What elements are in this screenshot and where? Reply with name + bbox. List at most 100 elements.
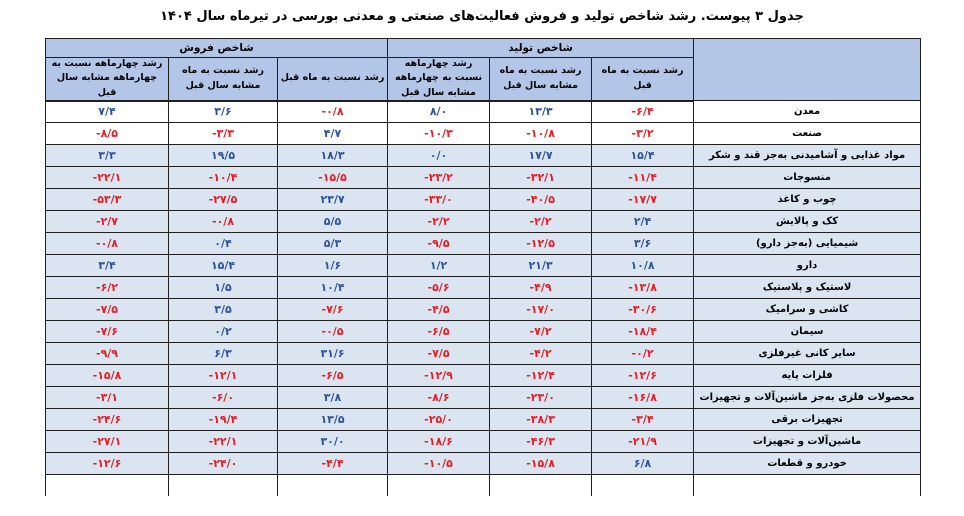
- row-label: معدن: [693, 100, 922, 123]
- value-cell-sales-same-month-last-year: -۲۷/۵: [168, 188, 279, 211]
- value-cell-sales-same-month-last-year: ۳/۶: [168, 100, 279, 123]
- growth-index-table: شاخص تولید شاخص فروش رشد نسبت به ماه قبل…: [44, 38, 922, 496]
- value-cell-sales-prev-month: ۱۳/۵: [277, 408, 389, 431]
- value-cell-production-same-month-last-year: -۱۲/۴: [489, 364, 593, 387]
- value-cell-sales-same-month-last-year: -۱۹/۴: [168, 408, 279, 431]
- value-cell-sales-four-month: -۱۲/۶: [44, 452, 170, 475]
- table-row: کاشی و سرامیک -۳۰/۶ -۱۷/۰ -۴/۵ -۷/۶ ۳/۵ -۷/۵: [44, 298, 922, 321]
- row-label: سایر کانی غیرفلزی: [693, 342, 922, 365]
- value-cell-production-prev-month: -۱۸/۴: [591, 320, 695, 343]
- value-cell-sales-four-month: -۸/۵: [44, 122, 170, 145]
- value-cell-sales-same-month-last-year: ۱۹/۵: [168, 144, 279, 167]
- value-cell-production-same-month-last-year: -۱۵/۸: [489, 452, 593, 475]
- value-cell-sales-four-month: ۳/۴: [44, 254, 170, 277]
- value-cell-production-four-month: -۴/۵: [387, 298, 491, 321]
- value-cell-sales-same-month-last-year: -۶/۰: [168, 386, 279, 409]
- value-cell-sales-same-month-last-year: ۳/۵: [168, 298, 279, 321]
- table-row: صنعت -۳/۲ -۱۰/۸ -۱۰/۳ ۴/۷ -۳/۳ -۸/۵: [44, 122, 922, 145]
- row-label: مواد غذایی و آشامیدنی به‌جز قند و شکر: [693, 144, 922, 167]
- table-row: فلزات پایه -۱۲/۶ -۱۲/۴ -۱۲/۹ -۶/۵ -۱۲/۱ -۱۵/۸: [44, 364, 922, 387]
- value-cell-sales-same-month-last-year: -۱۰/۴: [168, 166, 279, 189]
- row-label: فلزات پایه: [693, 364, 922, 387]
- value-cell-sales-prev-month: ۳/۸: [277, 386, 389, 409]
- value-cell-production-prev-month: -۳۰/۶: [591, 298, 695, 321]
- value-cell-production-four-month: -۹/۵: [387, 232, 491, 255]
- row-label: چوب و کاغذ: [693, 188, 922, 211]
- value-cell-sales-same-month-last-year: ۱/۵: [168, 276, 279, 299]
- value-cell-sales-four-month: -۷/۶: [44, 320, 170, 343]
- col-header-production-four-month: رشد چهارماهه نسبت به چهارماهه مشابه سال …: [387, 57, 491, 102]
- value-cell-production-four-month: -۱۰/۵: [387, 452, 491, 475]
- value-cell-production-same-month-last-year: -۱۷/۰: [489, 298, 593, 321]
- row-label: کک و پالایش: [693, 210, 922, 233]
- value-cell-sales-four-month: ۷/۴: [44, 100, 170, 123]
- col-header-label: رشد چهارماهه نسبت به چهارماهه مشابه سال …: [395, 58, 483, 99]
- value-cell-production-same-month-last-year: ۱۳/۳: [489, 100, 593, 123]
- value-cell-sales-prev-month: ۱۸/۳: [277, 144, 389, 167]
- value-cell-sales-prev-month: ۱/۶: [277, 254, 389, 277]
- col-header-label: رشد نسبت به ماه مشابه سال قبل: [499, 65, 582, 91]
- value-cell-sales-prev-month: -۱۵/۵: [277, 166, 389, 189]
- col-header-label: رشد نسبت به ماه مشابه سال قبل: [182, 65, 264, 91]
- row-label: سیمان: [693, 320, 922, 343]
- value-cell-sales-prev-month: ۱۰/۴: [277, 276, 389, 299]
- value-cell-production-four-month: -۲۵/۰: [387, 408, 491, 431]
- value-cell-sales-same-month-last-year: -۱۲/۱: [168, 364, 279, 387]
- value-cell-production-four-month: ۰/۰: [387, 144, 491, 167]
- value-cell-sales-same-month-last-year: ۰/۴: [168, 232, 279, 255]
- value-cell-production-same-month-last-year: -۱۰/۸: [489, 122, 593, 145]
- value-cell-production-same-month-last-year: -۴۰/۵: [489, 188, 593, 211]
- table-row: کک و پالایش ۲/۴ -۲/۲ -۲/۲ ۵/۵ -۰/۸ -۲/۷: [44, 210, 922, 233]
- value-cell-production-four-month: -۸/۶: [387, 386, 491, 409]
- table-row: مواد غذایی و آشامیدنی به‌جز قند و شکر ۱۵/…: [44, 144, 922, 167]
- row-label: شیمیایی (به‌جز دارو): [693, 232, 922, 255]
- value-cell-sales-prev-month: -۷/۶: [277, 298, 389, 321]
- empty-cell: [693, 474, 922, 496]
- value-cell-production-same-month-last-year: -۴/۹: [489, 276, 593, 299]
- value-cell-production-prev-month: -۳/۲: [591, 122, 695, 145]
- value-cell-production-same-month-last-year: -۳۲/۱: [489, 166, 593, 189]
- table-row: سایر کانی غیرفلزی -۰/۲ -۴/۲ -۷/۵ ۳۱/۶ ۶/۳ -۹/۹: [44, 342, 922, 365]
- value-cell-production-prev-month: ۱۵/۴: [591, 144, 695, 167]
- value-cell-sales-prev-month: ۳۱/۶: [277, 342, 389, 365]
- value-cell-sales-four-month: -۹/۹: [44, 342, 170, 365]
- table-row: سیمان -۱۸/۴ -۷/۲ -۶/۵ -۰/۵ ۰/۲ -۷/۶: [44, 320, 922, 343]
- value-cell-production-prev-month: ۲/۴: [591, 210, 695, 233]
- value-cell-sales-prev-month: ۴/۷: [277, 122, 389, 145]
- col-header-label: رشد نسبت به ماه قبل: [280, 72, 385, 84]
- value-cell-production-same-month-last-year: -۲/۲: [489, 210, 593, 233]
- value-cell-sales-prev-month: ۳۰/۰: [277, 430, 389, 453]
- table-row: شیمیایی (به‌جز دارو) ۳/۶ -۱۲/۵ -۹/۵ ۵/۳ ۰/۴ -۰…: [44, 232, 922, 255]
- row-label: محصولات فلزی به‌جز ماشین‌آلات و تجهیزات: [693, 386, 922, 409]
- value-cell-production-four-month: -۳۳/۰: [387, 188, 491, 211]
- group-header-production: شاخص تولید: [387, 38, 695, 58]
- value-cell-sales-four-month: -۲۷/۱: [44, 430, 170, 453]
- value-cell-production-four-month: ۸/۰: [387, 100, 491, 123]
- value-cell-production-same-month-last-year: ۱۷/۷: [489, 144, 593, 167]
- value-cell-production-same-month-last-year: -۷/۲: [489, 320, 593, 343]
- empty-cell: [44, 474, 170, 496]
- col-header-production-prev-month: رشد نسبت به ماه قبل: [591, 57, 695, 102]
- table-row: لاستیک و پلاستیک -۱۳/۸ -۴/۹ -۵/۶ ۱۰/۴ ۱/۵ -۶/۲: [44, 276, 922, 299]
- value-cell-sales-same-month-last-year: ۰/۲: [168, 320, 279, 343]
- row-label: خودرو و قطعات: [693, 452, 922, 475]
- value-cell-production-prev-month: -۲۱/۹: [591, 430, 695, 453]
- value-cell-production-same-month-last-year: -۴/۲: [489, 342, 593, 365]
- value-cell-production-same-month-last-year: -۲۳/۰: [489, 386, 593, 409]
- empty-cell: [489, 474, 593, 496]
- value-cell-production-prev-month: ۶/۸: [591, 452, 695, 475]
- value-cell-sales-four-month: -۶/۲: [44, 276, 170, 299]
- value-cell-production-four-month: -۵/۶: [387, 276, 491, 299]
- value-cell-production-same-month-last-year: -۴۶/۳: [489, 430, 593, 453]
- row-label: منسوجات: [693, 166, 922, 189]
- row-label: ماشین‌آلات و تجهیزات: [693, 430, 922, 453]
- value-cell-production-same-month-last-year: ۲۱/۳: [489, 254, 593, 277]
- value-cell-production-prev-month: -۱۶/۸: [591, 386, 695, 409]
- table-row: تجهیزات برقی -۳/۴ -۳۸/۳ -۲۵/۰ ۱۳/۵ -۱۹/۴ -۲۴/۶: [44, 408, 922, 431]
- row-label: تجهیزات برقی: [693, 408, 922, 431]
- value-cell-sales-four-month: -۵۳/۳: [44, 188, 170, 211]
- empty-cell: [387, 474, 491, 496]
- col-header-sales-same-month-last-year: رشد نسبت به ماه مشابه سال قبل: [168, 57, 279, 102]
- value-cell-production-same-month-last-year: -۳۸/۳: [489, 408, 593, 431]
